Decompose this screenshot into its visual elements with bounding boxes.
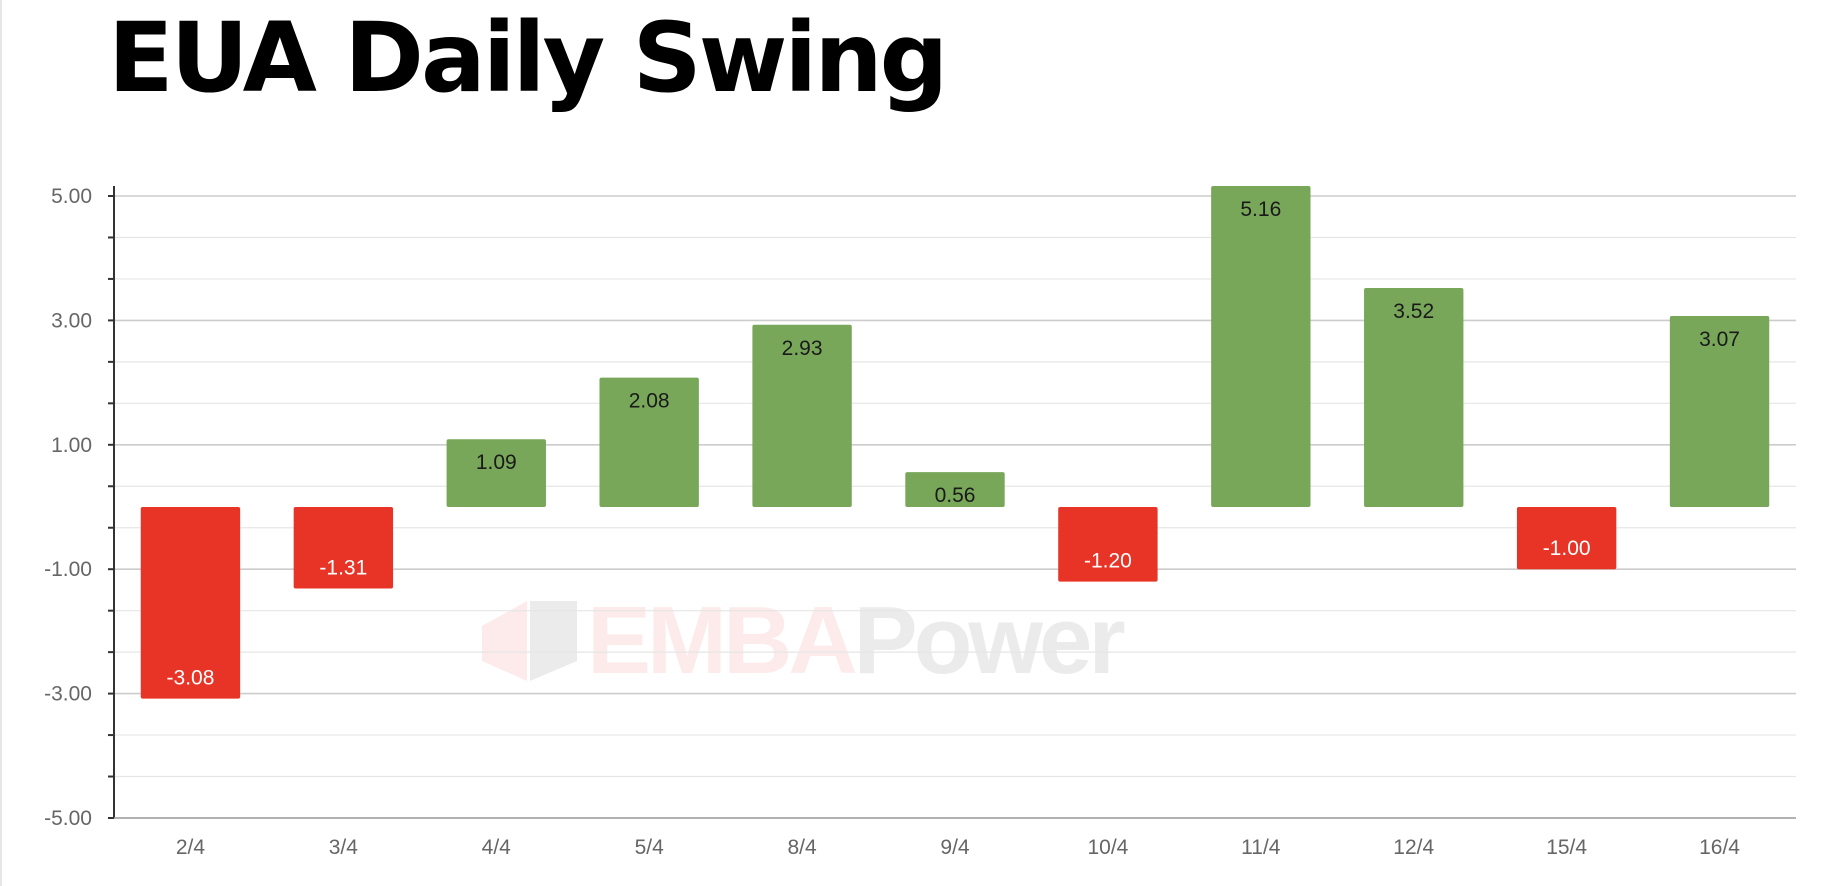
data-label: 2.93 <box>782 337 823 360</box>
x-tick-label: 4/4 <box>482 836 512 859</box>
bar <box>1669 316 1770 507</box>
y-tick-label: 5.00 <box>51 185 92 208</box>
data-label: -3.08 <box>167 667 215 690</box>
x-tick-label: 8/4 <box>787 836 817 859</box>
data-label: 2.08 <box>629 390 670 413</box>
x-tick-label: 2/4 <box>176 836 206 859</box>
y-tick-label: 1.00 <box>51 434 92 457</box>
bar <box>293 507 394 589</box>
bars <box>140 186 1770 699</box>
bar <box>1364 288 1464 507</box>
x-tick-label: 9/4 <box>940 836 970 859</box>
x-tick-label: 15/4 <box>1546 836 1587 859</box>
data-label: 3.07 <box>1699 328 1740 351</box>
data-label: -1.31 <box>319 556 367 579</box>
bar <box>140 507 241 699</box>
bar <box>752 324 852 507</box>
x-tick-label: 3/4 <box>329 836 359 859</box>
axes <box>108 186 1796 819</box>
x-tick-label: 5/4 <box>635 836 665 859</box>
x-tick-label: 16/4 <box>1699 836 1740 859</box>
bar <box>1058 507 1158 582</box>
bar <box>905 472 1005 507</box>
y-tick-label: -3.00 <box>44 683 92 706</box>
bar <box>446 439 546 507</box>
data-label: 1.09 <box>476 451 517 474</box>
x-tick-label: 12/4 <box>1393 836 1434 859</box>
data-label: -1.00 <box>1543 537 1591 560</box>
bar <box>1516 507 1617 570</box>
data-label: -1.20 <box>1084 550 1132 573</box>
data-label: 3.52 <box>1393 300 1434 323</box>
chart-title: EUA Daily Swing <box>108 2 948 114</box>
data-label: 5.16 <box>1240 198 1281 221</box>
grid-lines <box>114 195 1796 778</box>
y-tick-label: -5.00 <box>44 807 92 830</box>
y-tick-label: -1.00 <box>44 558 92 581</box>
x-tick-label: 11/4 <box>1241 836 1281 859</box>
bar <box>1211 186 1311 507</box>
x-tick-label: 10/4 <box>1087 836 1128 859</box>
labels: 5.00 3.00 1.00 -1.00 -3.00 -5.00 -3.08 2/4 -1.31… <box>44 185 1740 859</box>
y-tick-label: 3.00 <box>51 309 92 332</box>
bar <box>599 377 699 507</box>
data-label: 0.56 <box>935 484 976 507</box>
